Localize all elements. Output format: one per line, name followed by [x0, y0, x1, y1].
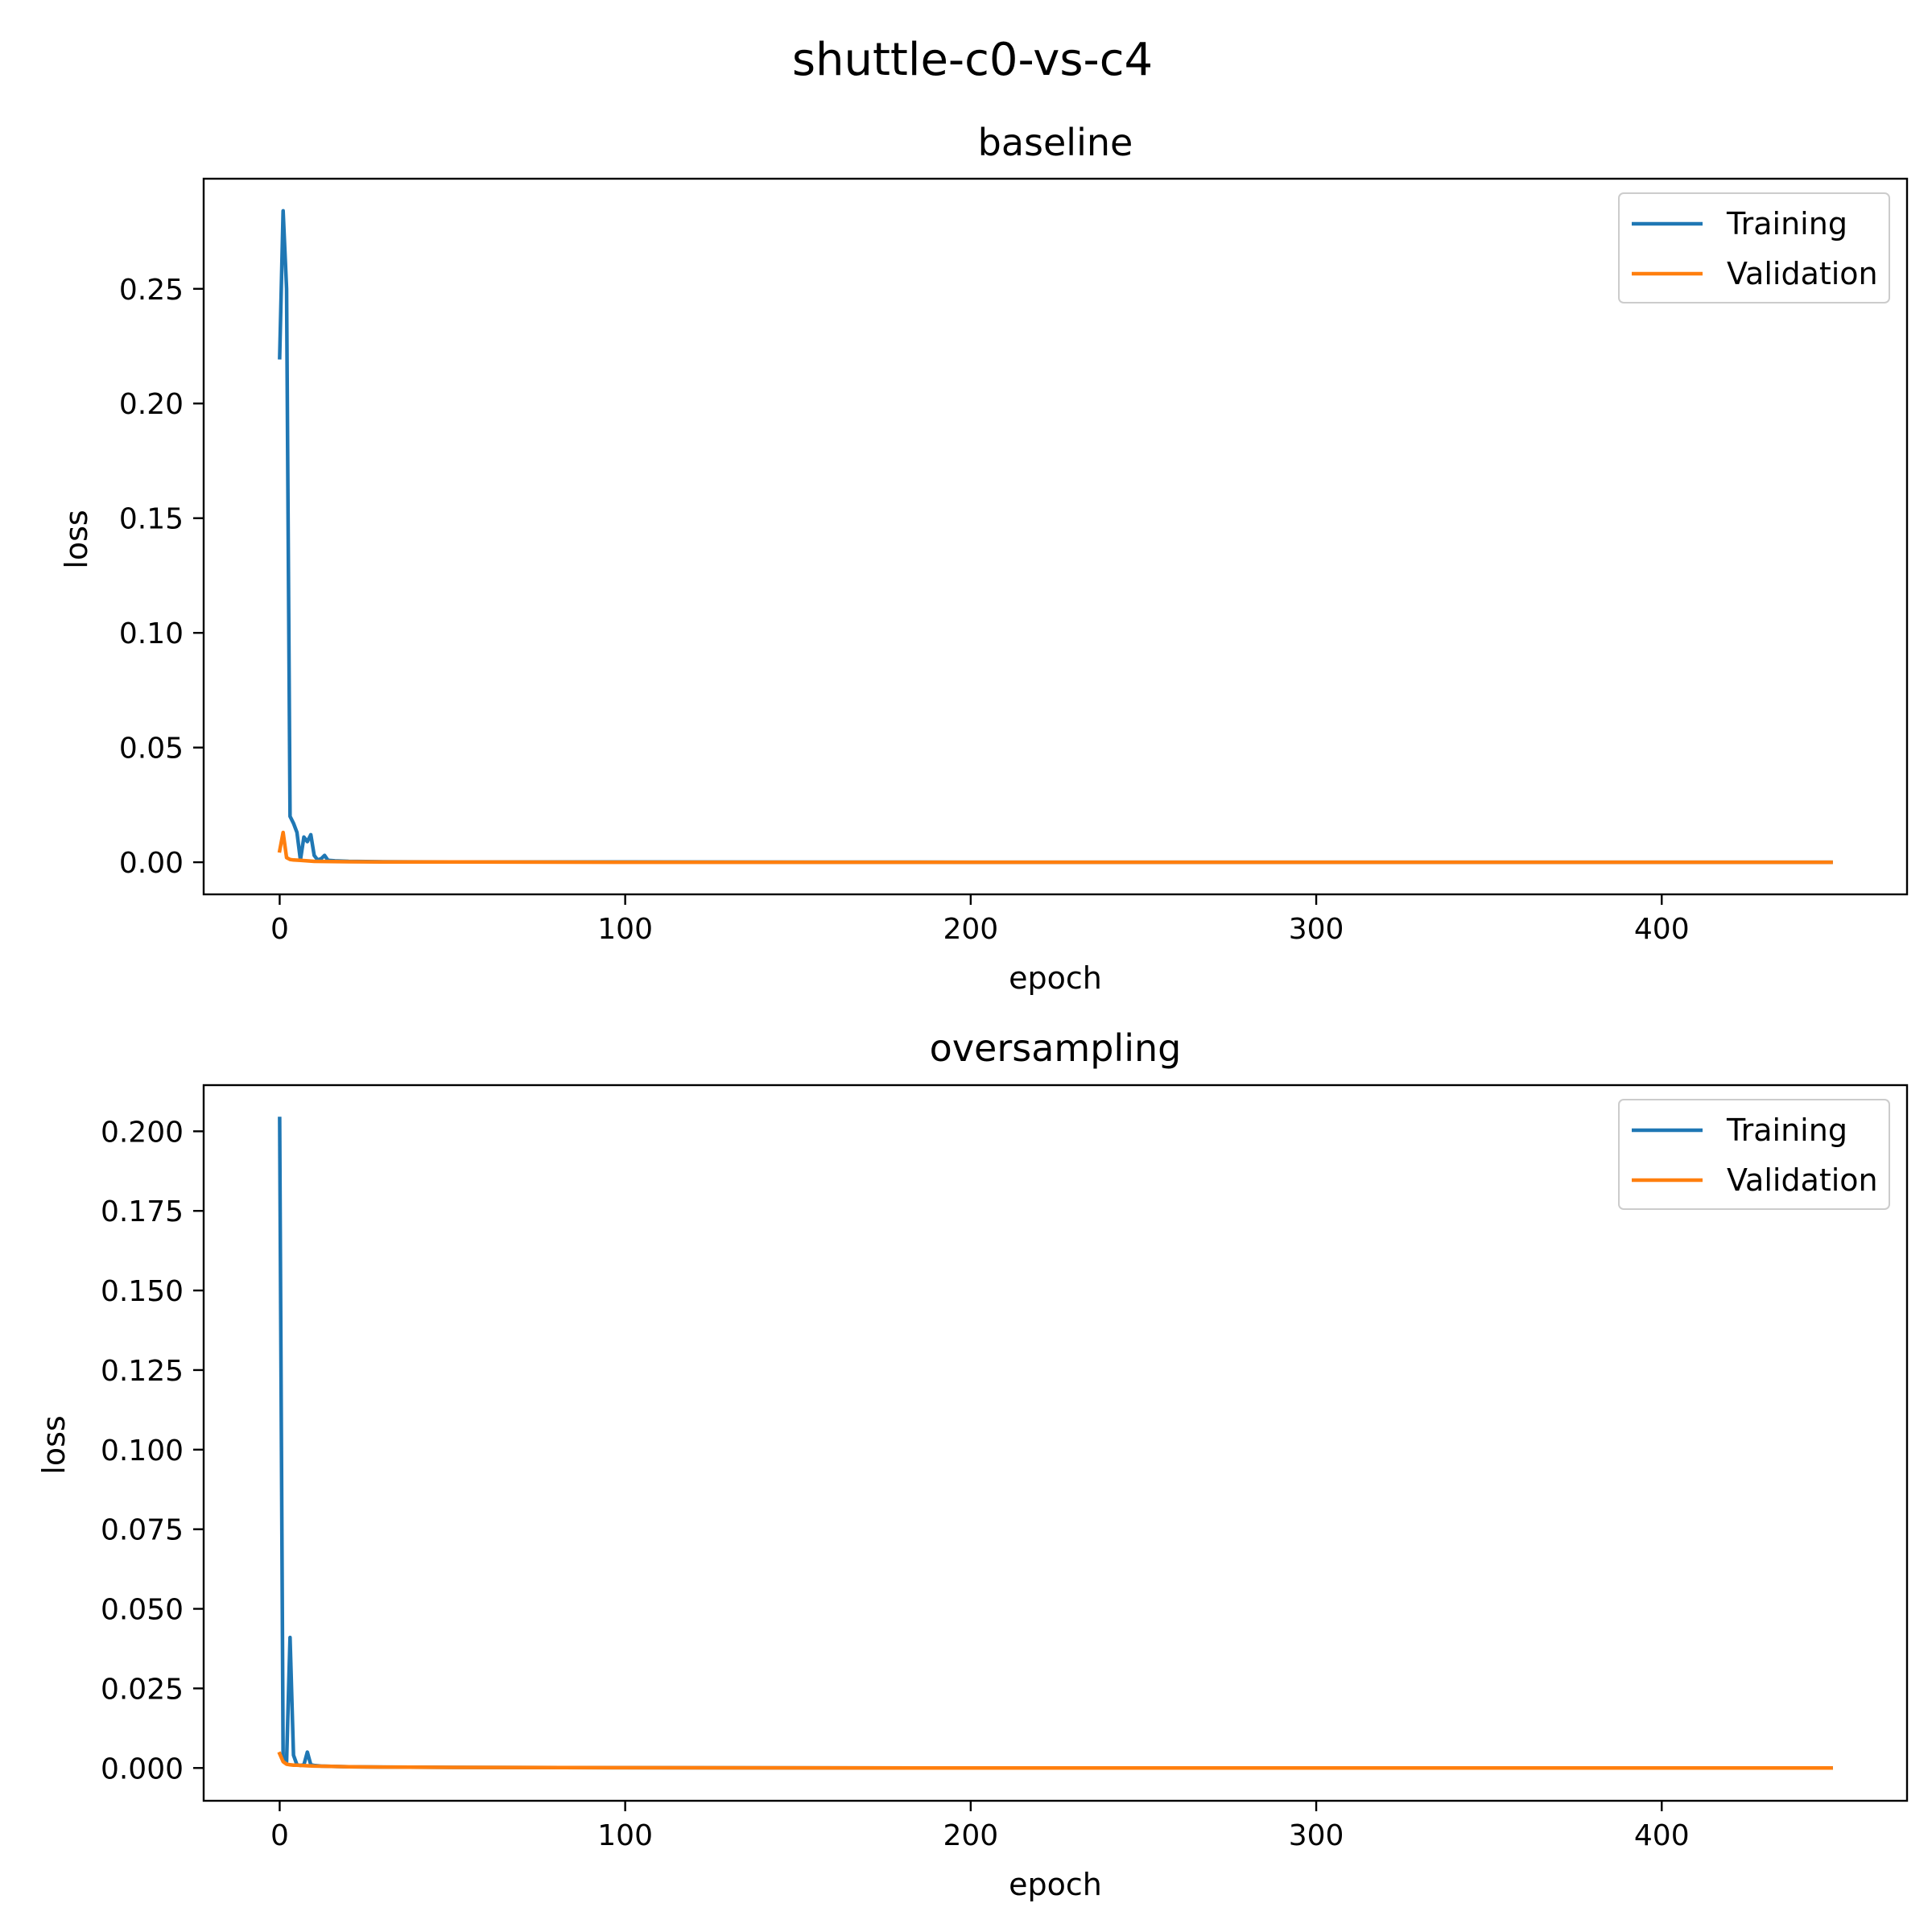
y-axis-label: loss — [36, 1415, 72, 1474]
legend: Training Validation — [1618, 192, 1890, 303]
y-tick-label: 0.125 — [101, 1355, 184, 1388]
figure-title: shuttle-c0-vs-c4 — [792, 34, 1153, 86]
y-tick-label: 0.050 — [101, 1594, 184, 1627]
subplot-baseline: baseline epoch loss 0 100 200 300 400 0.00 0.0… — [59, 121, 1909, 996]
x-tick-label: 200 — [943, 913, 998, 946]
x-axis-label: epoch — [1009, 960, 1102, 996]
x-axis-label: epoch — [1009, 1867, 1102, 1902]
subplot-title: oversampling — [930, 1026, 1182, 1070]
x-tick-label: 300 — [1289, 1819, 1344, 1852]
x-tick-label: 300 — [1289, 913, 1344, 946]
series-line-validation — [277, 830, 1833, 865]
x-tick-label: 400 — [1634, 1819, 1690, 1852]
y-tick-label: 0.175 — [101, 1195, 184, 1228]
y-tick-label: 0.200 — [101, 1116, 184, 1149]
subplot-title: baseline — [978, 121, 1133, 164]
legend-label: Training — [1726, 206, 1847, 242]
y-tick-label: 0.20 — [119, 388, 184, 421]
x-tick-label: 200 — [943, 1819, 998, 1852]
legend-label: Validation — [1727, 256, 1878, 291]
series-line-validation — [277, 1751, 1833, 1770]
y-tick-label: 0.15 — [119, 503, 184, 536]
y-tick-label: 0.075 — [101, 1514, 184, 1547]
axes-frame — [202, 1084, 1909, 1802]
x-tick-label: 100 — [597, 1819, 653, 1852]
legend-label: Validation — [1727, 1162, 1878, 1198]
axes-frame — [202, 177, 1909, 896]
subplot-oversampling: oversampling epoch loss 0 100 200 300 400 0.0… — [36, 1026, 1909, 1902]
legend: Training Validation — [1618, 1099, 1890, 1210]
y-tick-label: 0.025 — [101, 1673, 184, 1706]
y-tick-label: 0.05 — [119, 733, 184, 766]
y-axis-label: loss — [59, 510, 94, 568]
x-tick-label: 100 — [597, 913, 653, 946]
y-tick-label: 0.000 — [101, 1752, 184, 1785]
y-tick-label: 0.150 — [101, 1275, 184, 1308]
x-tick-label: 0 — [270, 1819, 289, 1852]
y-tick-label: 0.25 — [119, 274, 184, 307]
x-tick-label: 0 — [270, 913, 289, 946]
y-tick-label: 0.10 — [119, 617, 184, 650]
x-tick-label: 400 — [1634, 913, 1690, 946]
y-tick-label: 0.100 — [101, 1435, 184, 1468]
legend-label: Training — [1726, 1113, 1847, 1148]
y-tick-label: 0.00 — [119, 847, 184, 880]
